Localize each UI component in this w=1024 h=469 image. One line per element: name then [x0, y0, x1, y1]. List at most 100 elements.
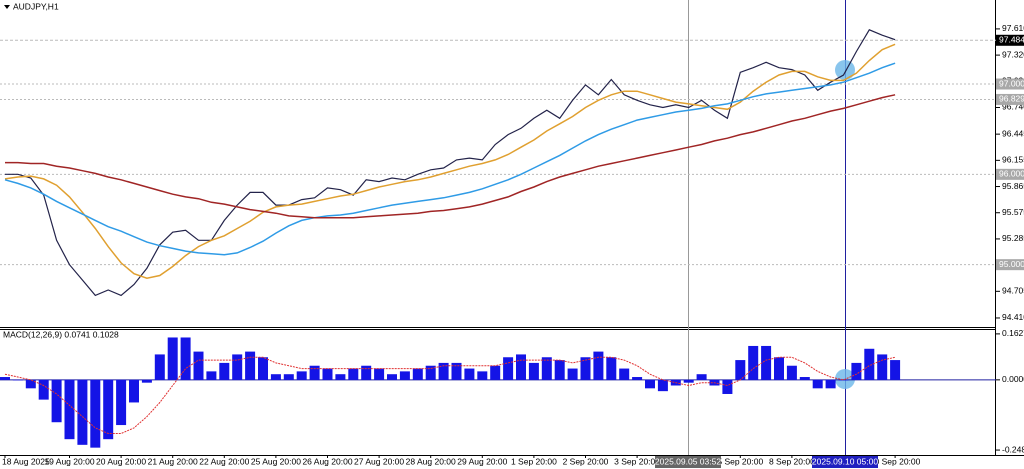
histogram-bar — [90, 379, 101, 448]
histogram-bar — [490, 365, 501, 380]
x-tick-label: 28 Aug 20:00 — [406, 456, 456, 466]
histogram-bar — [141, 379, 152, 383]
histogram-bar — [219, 362, 230, 380]
histogram-bar — [206, 371, 217, 380]
chart-title: AUDJPY,H1 — [13, 1, 59, 11]
level-box — [996, 93, 1024, 105]
histogram-bar — [335, 374, 346, 380]
histogram-bar — [541, 357, 552, 380]
x-tick-label: 1 Sep 20:00 — [511, 456, 557, 466]
histogram-bar — [632, 377, 643, 380]
y-tick-label: -0.2485 — [1002, 444, 1024, 454]
histogram-bar — [786, 365, 797, 380]
x-tick-label: 21 Aug 20:00 — [148, 456, 198, 466]
level-label: 96.000 — [999, 169, 1024, 179]
histogram-bar — [38, 379, 49, 400]
histogram-bar — [825, 379, 836, 389]
series-line — [4, 356, 896, 434]
histogram-bar — [851, 362, 862, 380]
level-label: 96.829 — [999, 94, 1024, 104]
histogram-bar — [864, 348, 875, 380]
histogram-bar — [309, 365, 320, 380]
crosshair-label: 2025.09.05 03:52 — [655, 456, 721, 466]
histogram-bar — [296, 371, 307, 380]
histogram-bar — [77, 379, 88, 445]
histogram-bar — [116, 379, 127, 426]
histogram-bar — [683, 379, 694, 383]
histogram-bar — [232, 354, 243, 380]
histogram-bar — [51, 379, 62, 423]
histogram-bar — [464, 368, 475, 380]
x-tick-label: 8 Sep 20:00 — [769, 456, 815, 466]
y-tick-label: 95.285 — [1002, 233, 1024, 243]
histogram-bar — [0, 377, 10, 380]
histogram-bar — [877, 354, 888, 380]
histogram-bar — [245, 351, 256, 380]
y-tick-label: 97.610 — [1002, 23, 1024, 33]
histogram-bar — [129, 379, 139, 403]
histogram-bar — [606, 357, 617, 380]
histogram-bar — [425, 365, 436, 380]
histogram-bar — [619, 368, 630, 380]
menu-arrow[interactable] — [4, 5, 10, 9]
histogram-bar — [799, 377, 810, 380]
x-tick-label: 20 Aug 20:00 — [96, 456, 146, 466]
histogram-bar — [645, 379, 655, 389]
histogram-bar — [64, 379, 75, 440]
histogram-bar — [167, 337, 178, 380]
histogram-bar — [593, 351, 604, 380]
histogram-bar — [270, 374, 281, 380]
x-tick-label: 22 Aug 20:00 — [199, 456, 249, 466]
histogram-bar — [154, 354, 165, 380]
histogram-bar — [193, 351, 204, 380]
histogram-bar — [412, 368, 423, 380]
series-line — [4, 43, 896, 279]
histogram-bar — [438, 362, 449, 380]
series-line — [4, 62, 896, 256]
y-tick-label: 96.740 — [1002, 102, 1024, 112]
histogram-bar — [567, 368, 578, 380]
histogram-bar — [387, 374, 397, 380]
histogram-bar — [890, 360, 901, 380]
level-box — [996, 259, 1024, 271]
y-tick-label: 0.1627 — [1002, 328, 1024, 338]
x-tick-label: 18 Aug 2025 — [2, 456, 50, 466]
histogram-bar — [554, 360, 565, 380]
histogram-bar — [748, 345, 759, 380]
histogram-bar — [399, 371, 410, 380]
y-tick-label: 96.155 — [1002, 155, 1024, 165]
histogram-bar — [516, 354, 526, 380]
series-line — [5, 29, 896, 297]
crosshair-label-box — [812, 456, 878, 468]
level-label: 97.000 — [999, 78, 1024, 88]
histogram-bar — [812, 379, 823, 389]
histogram-bar — [580, 357, 591, 380]
crosshair-label: 2025.09.10 05:00 — [812, 456, 878, 466]
indicator-title: MACD(12,26,9) 0.0741 0.1028 — [3, 329, 119, 339]
histogram-bar — [761, 345, 772, 380]
x-tick-label: 27 Aug 20:00 — [354, 456, 404, 466]
y-tick-label: 0.0000 — [1002, 374, 1024, 384]
histogram-bar — [477, 371, 488, 380]
histogram-bar — [451, 362, 462, 380]
histogram-bar — [774, 357, 784, 380]
histogram-bar — [722, 379, 733, 394]
histogram-bar — [374, 368, 385, 380]
level-label: 95.000 — [999, 259, 1024, 269]
y-tick-label: 95.575 — [1002, 207, 1024, 217]
histogram-bar — [180, 337, 191, 380]
price-tag-box — [996, 34, 1024, 46]
level-box — [996, 78, 1024, 90]
y-tick-label: 96.445 — [1002, 128, 1024, 138]
histogram-bar — [283, 374, 294, 380]
histogram-bar — [735, 360, 746, 380]
crosshair-label-box — [655, 456, 721, 468]
histogram-bar — [503, 357, 514, 380]
histogram-bar — [361, 365, 372, 380]
histogram-bar — [696, 374, 707, 380]
plot: 97.61097.32097.03096.74096.44596.15595.8… — [0, 23, 1024, 468]
histogram-bar — [25, 379, 36, 389]
